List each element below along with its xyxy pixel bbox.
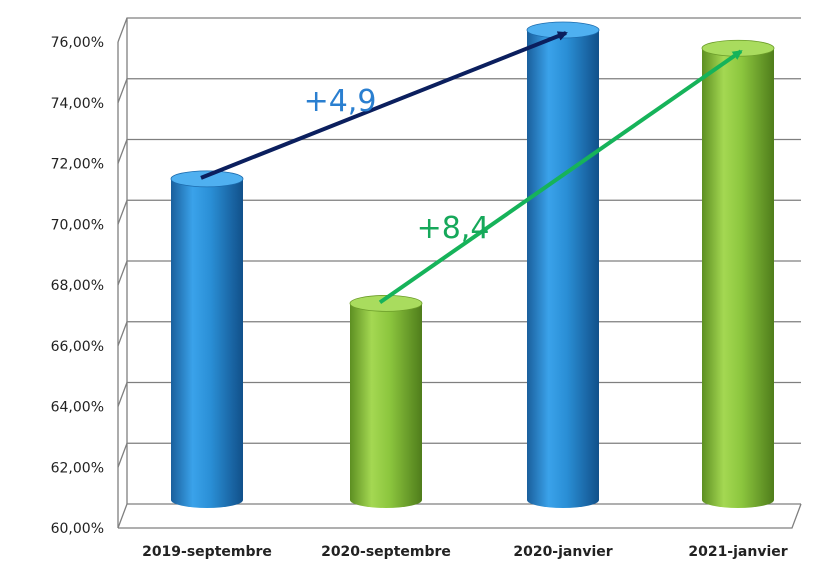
y-tick-label: 74,00% bbox=[51, 96, 104, 112]
y-axis: 60,00% 62,00% 64,00% 66,00% 68,00% 70,00% 72,0… bbox=[51, 18, 128, 537]
gridline bbox=[117, 138, 801, 164]
x-tick-label: 2020-septembre bbox=[321, 544, 451, 560]
y-tick-label: 60,00% bbox=[51, 521, 104, 537]
y-tick-label: 62,00% bbox=[51, 460, 104, 476]
annotation-arrow bbox=[200, 31, 568, 180]
x-tick-label: 2020-janvier bbox=[513, 544, 612, 560]
annotations: +4,9 +8,4 bbox=[200, 31, 743, 305]
bar-2020-janvier bbox=[526, 21, 600, 508]
floor-edge bbox=[118, 503, 802, 529]
x-tick-label: 2019-septembre bbox=[142, 544, 272, 560]
y-tick-label: 64,00% bbox=[51, 400, 104, 416]
gridline bbox=[117, 17, 801, 43]
bars bbox=[170, 21, 775, 508]
annotation-label: +4,9 bbox=[304, 84, 377, 119]
y-tick-label: 68,00% bbox=[51, 278, 104, 294]
y-tick-label: 66,00% bbox=[51, 339, 104, 355]
bar-2019-septembre bbox=[170, 170, 244, 508]
y-tick-label: 70,00% bbox=[51, 217, 104, 233]
gridline bbox=[117, 503, 801, 529]
annotation-arrow bbox=[378, 49, 743, 305]
bar-2021-janvier bbox=[701, 39, 775, 508]
x-tick-label: 2021-janvier bbox=[688, 544, 787, 560]
annotation-label: +8,4 bbox=[417, 211, 490, 246]
x-axis: 2019-septembre 2020-septembre 2020-janvier… bbox=[142, 544, 788, 560]
bar-2020-septembre bbox=[349, 294, 423, 508]
y-tick-label: 76,00% bbox=[51, 35, 104, 51]
y-tick-label: 72,00% bbox=[51, 157, 104, 173]
